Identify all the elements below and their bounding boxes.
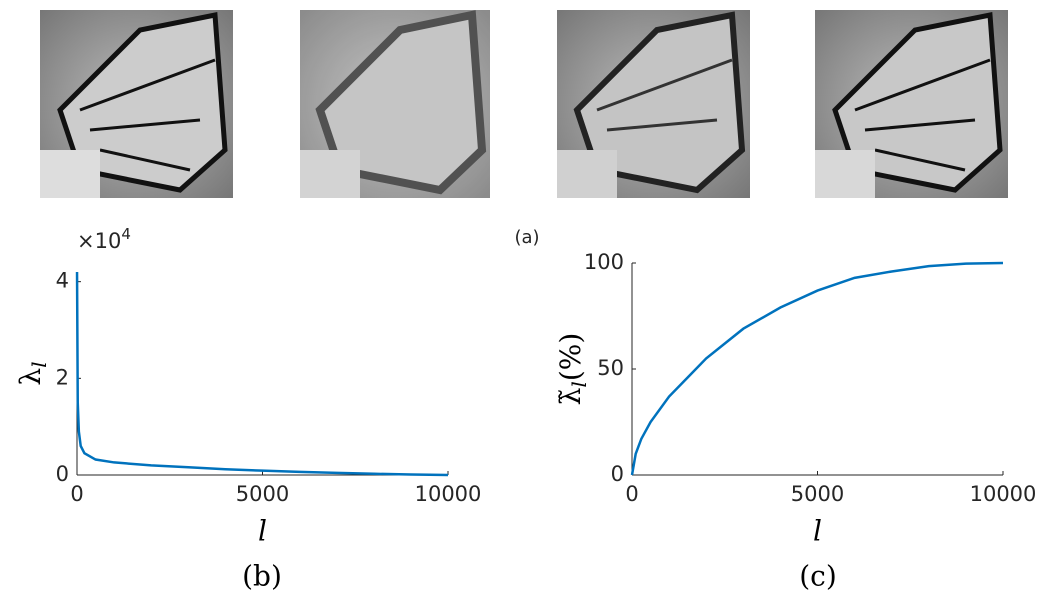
x-tick-label: 10000 <box>415 482 482 506</box>
x-tick-label: 0 <box>625 482 638 506</box>
data-line <box>632 263 1003 475</box>
y-scale-label: ×104 <box>77 225 131 254</box>
caption: (c) <box>799 560 837 593</box>
x-axis-label: l <box>813 515 822 548</box>
y-tick-label: 0 <box>56 462 69 486</box>
caption: (b) <box>242 560 282 593</box>
ylabel-suffix: (%) <box>554 333 587 381</box>
x-axis-label: l <box>258 515 267 548</box>
y-axis-label: λl <box>14 361 51 385</box>
x-tick-label: 5000 <box>236 482 289 506</box>
x-tick-label: 5000 <box>791 482 844 506</box>
image-original <box>40 10 233 198</box>
y-tick-label: 0 <box>611 462 624 486</box>
y-axis-label: λ̃l(%) <box>554 333 591 406</box>
data-line <box>77 272 448 475</box>
image-blurred <box>300 10 490 198</box>
scale-base: ×10 <box>77 229 121 253</box>
x-tick-label: 10000 <box>970 482 1037 506</box>
ylabel-subscript: l <box>27 361 51 367</box>
scale-exponent: 4 <box>121 225 131 243</box>
ylabel: λ <box>14 368 47 386</box>
image-reconstructed-2 <box>815 10 1008 198</box>
x-tick-label: 0 <box>70 482 83 506</box>
figure-label: (a) <box>514 227 539 248</box>
y-tick-label: 50 <box>597 356 624 380</box>
y-tick-label: 4 <box>56 269 69 293</box>
ylabel: λ̃ <box>554 388 587 406</box>
figure: (a) 0500010000024×104l(b)λl0500010000050… <box>0 0 1043 593</box>
y-tick-label: 100 <box>584 250 624 274</box>
image-panels <box>40 10 1008 198</box>
y-tick-label: 2 <box>56 365 69 389</box>
image-reconstructed-1 <box>557 10 750 198</box>
